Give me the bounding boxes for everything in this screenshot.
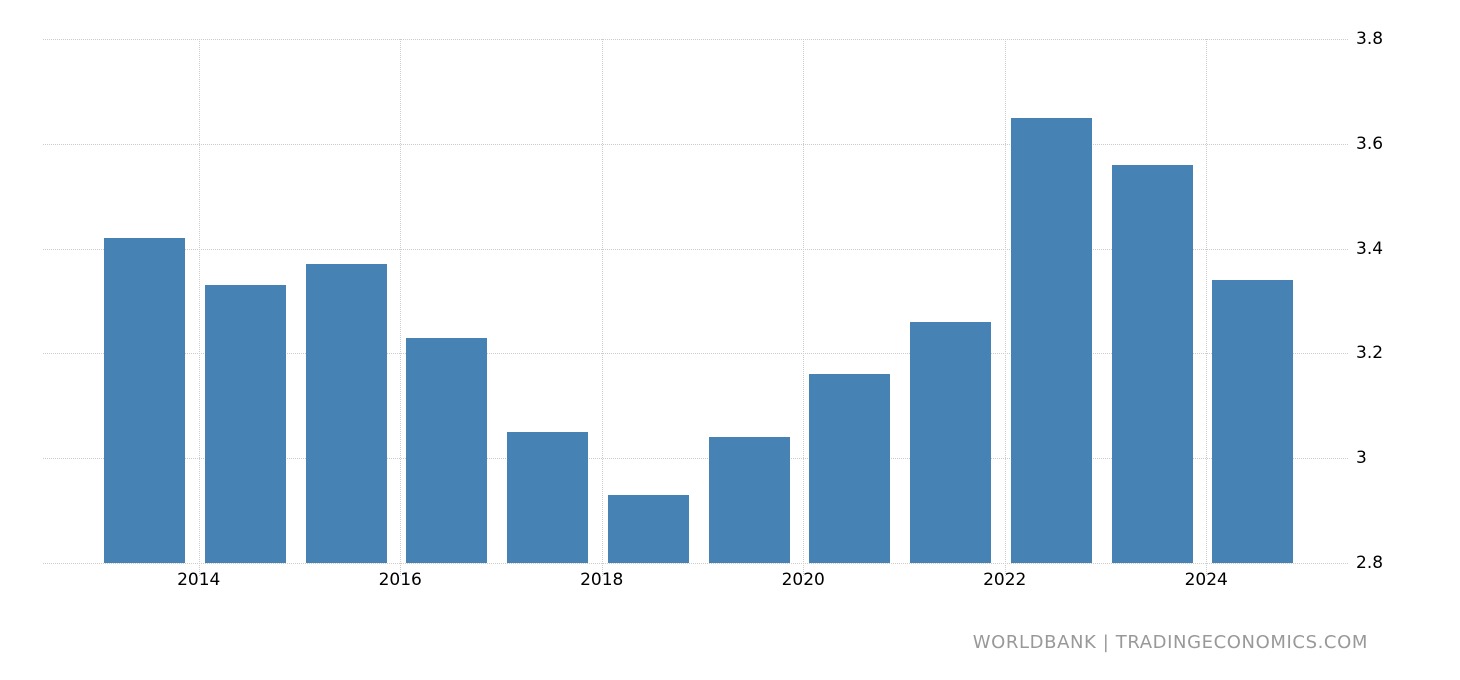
y-gridline-3.6 bbox=[43, 143, 1348, 145]
bar-2019[interactable] bbox=[708, 437, 790, 563]
x-tick-gridline-2016 bbox=[400, 39, 402, 576]
x-tick-gridline-2024 bbox=[1206, 39, 1208, 576]
bar-2024[interactable] bbox=[1212, 280, 1294, 563]
bar-2023[interactable] bbox=[1111, 164, 1193, 563]
y-axis-tick-label: 2.8 bbox=[1356, 553, 1384, 573]
y-gridline-2.8 bbox=[43, 563, 1348, 564]
x-axis-tick-label: 2014 bbox=[177, 570, 221, 590]
y-gridline-3 bbox=[43, 458, 1348, 460]
bar-2015[interactable] bbox=[305, 264, 387, 563]
bar-2018[interactable] bbox=[607, 494, 689, 563]
y-axis-tick-label: 3.8 bbox=[1356, 29, 1384, 49]
bar-2020[interactable] bbox=[809, 374, 891, 563]
x-axis-tick-label: 2024 bbox=[1184, 570, 1228, 590]
y-gridline-3.2 bbox=[43, 353, 1348, 355]
attribution-watermark: WORLDBANK | TRADINGECONOMICS.COM bbox=[972, 632, 1368, 653]
bar-2013[interactable] bbox=[104, 238, 185, 563]
bar-2014[interactable] bbox=[204, 285, 286, 563]
bar-2022[interactable] bbox=[1010, 117, 1092, 563]
x-tick-gridline-2022 bbox=[1004, 39, 1006, 576]
x-tick-gridline-2014 bbox=[198, 39, 200, 576]
y-axis-tick-label: 3.4 bbox=[1356, 238, 1384, 259]
x-axis-tick-label: 2016 bbox=[378, 570, 422, 590]
x-tick-gridline-2020 bbox=[803, 39, 805, 576]
y-axis-tick-label: 3.2 bbox=[1356, 343, 1384, 364]
y-gridline-3.8 bbox=[43, 39, 1348, 40]
y-axis-tick-label: 3.6 bbox=[1356, 133, 1384, 154]
x-axis-tick-label: 2018 bbox=[580, 570, 624, 590]
bar-2021[interactable] bbox=[910, 321, 991, 563]
x-axis-tick-label: 2022 bbox=[983, 570, 1027, 590]
bar-2016[interactable] bbox=[406, 337, 488, 563]
y-gridline-3.4 bbox=[43, 248, 1348, 250]
x-axis-tick-label: 2020 bbox=[781, 570, 825, 590]
x-tick-gridline-2018 bbox=[601, 39, 603, 576]
bar-2017[interactable] bbox=[507, 432, 588, 563]
y-axis-tick-label: 3 bbox=[1356, 448, 1367, 469]
